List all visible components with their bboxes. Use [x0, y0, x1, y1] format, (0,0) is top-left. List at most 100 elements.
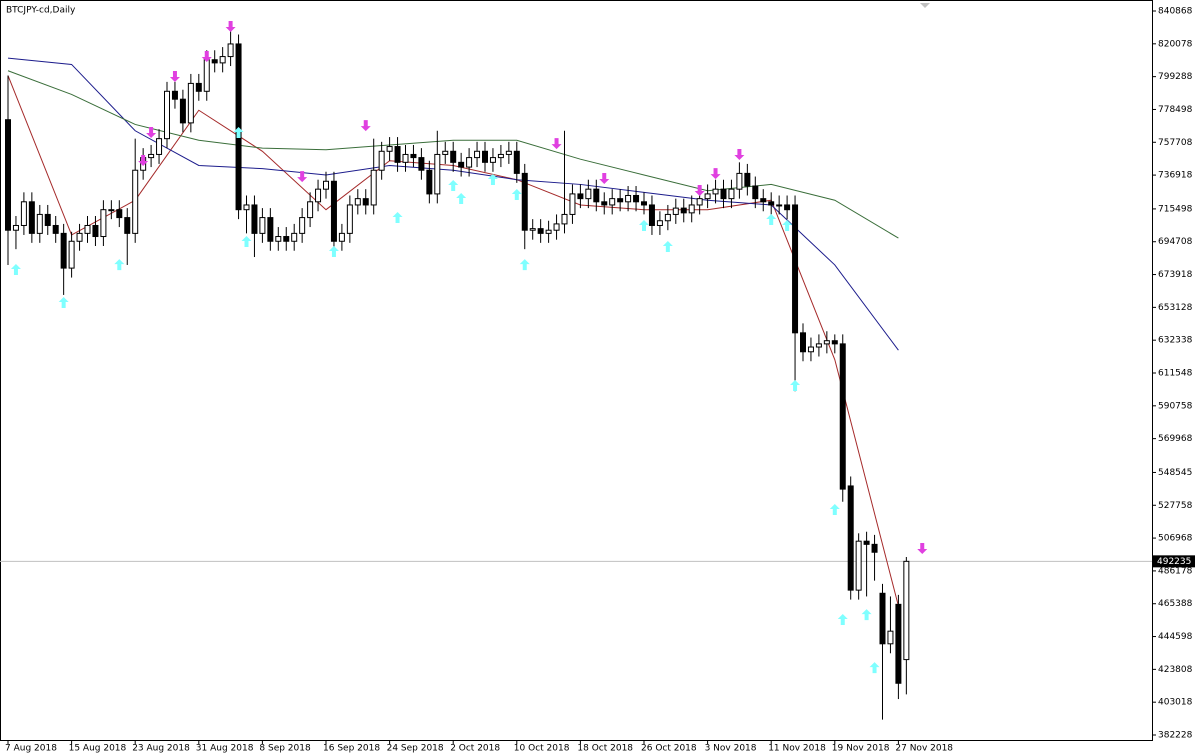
up-arrow [233, 126, 244, 138]
candle-body [330, 180, 337, 242]
y-tick-label: 382228 [1158, 730, 1193, 740]
candle-body [601, 201, 608, 206]
candle-body [736, 172, 743, 190]
candle-body [12, 224, 19, 231]
candle-body [800, 332, 806, 353]
candle-body [299, 217, 306, 234]
candle-body [760, 198, 767, 203]
candle-body [752, 185, 759, 200]
up-arrow [328, 245, 339, 257]
candle-body [720, 188, 727, 200]
up-arrow [519, 259, 530, 271]
candle-body [259, 217, 266, 234]
candle-body [418, 157, 425, 171]
candle-body [251, 204, 258, 234]
candle-body [792, 204, 799, 334]
candle-body [831, 340, 838, 345]
candle-body [323, 180, 329, 190]
candle-body [394, 146, 401, 163]
x-tick-label: 15 Aug 2018 [69, 744, 127, 754]
candle-body [402, 153, 409, 163]
candle-body [219, 56, 226, 64]
candle-body [338, 232, 345, 242]
candle-body [768, 201, 775, 206]
down-arrow [360, 120, 371, 132]
candle-body [879, 592, 886, 645]
candle-body [569, 193, 576, 215]
candle-body [235, 43, 242, 211]
y-tick-label: 840868 [1158, 7, 1193, 17]
candle-body [815, 343, 822, 348]
x-tick-label: 16 Sep 2018 [323, 744, 380, 754]
down-arrow [225, 20, 236, 32]
candle-body [625, 194, 632, 203]
y-tick-label: 569968 [1158, 434, 1193, 444]
y-tick-label: 527758 [1158, 501, 1193, 511]
down-arrow [551, 138, 562, 150]
up-arrow [782, 219, 793, 231]
x-tick-label: 7 Aug 2018 [5, 744, 57, 754]
y-tick-label: 444598 [1158, 632, 1193, 642]
candle-body [36, 213, 43, 234]
candle-body [378, 150, 385, 171]
up-arrow [829, 503, 840, 515]
x-tick-label: 18 Oct 2018 [577, 744, 633, 754]
up-arrow [487, 174, 498, 186]
candle-body [521, 172, 528, 231]
candle-body [195, 82, 202, 92]
up-arrow [114, 259, 125, 271]
y-tick-label: 423808 [1158, 665, 1193, 675]
candle-body [84, 224, 91, 234]
y-tick-label: 778498 [1158, 105, 1193, 115]
down-arrow [169, 70, 180, 82]
candle-body [450, 150, 457, 163]
price-label-box [1153, 555, 1195, 568]
up-arrow [511, 189, 522, 201]
candle-body [76, 232, 83, 242]
up-arrow [662, 240, 673, 252]
candle-body [132, 169, 139, 234]
candle-body [148, 153, 155, 159]
candle-body [744, 172, 751, 187]
y-tick-label: 673918 [1158, 270, 1193, 280]
candle-body [545, 229, 552, 234]
up-arrow [392, 212, 403, 224]
candle-body [672, 207, 679, 215]
candle-body [211, 59, 218, 64]
candle-body [275, 236, 282, 242]
candle-body [20, 201, 27, 226]
candle-body [474, 150, 481, 159]
candle-body [243, 204, 250, 211]
candle-body [410, 153, 417, 159]
up-arrow [861, 609, 872, 621]
x-tick-label: 26 Oct 2018 [641, 744, 697, 754]
candle-body [60, 232, 67, 269]
y-tick-label: 506968 [1158, 534, 1193, 544]
y-tick-label: 653128 [1158, 303, 1193, 313]
candle-body [903, 560, 910, 661]
candle-body [577, 193, 584, 200]
candle-body [497, 153, 504, 159]
candle-body [442, 150, 449, 155]
candle-body [728, 188, 735, 200]
y-tick-label: 465388 [1158, 599, 1193, 609]
candle-body [124, 217, 131, 234]
y-tick-label: 590758 [1158, 401, 1193, 411]
y-tick-label: 715498 [1158, 204, 1193, 214]
candle-body [823, 340, 830, 345]
down-arrow [710, 168, 721, 180]
candle-body [203, 59, 210, 92]
x-tick-label: 24 Sep 2018 [387, 744, 444, 754]
candle-body [696, 198, 703, 206]
candle-body [28, 201, 35, 234]
candle-body [291, 232, 298, 242]
y-tick-label: 736918 [1158, 171, 1193, 181]
candle-body [505, 150, 512, 155]
y-tick-label: 548545 [1158, 468, 1192, 478]
chart-title: BTCJPY-cd,Daily [6, 6, 76, 16]
candle-body [593, 188, 600, 203]
up-arrow [241, 236, 252, 248]
x-tick-label: 11 Nov 2018 [768, 744, 826, 754]
x-tick-label: 10 Oct 2018 [514, 744, 570, 754]
candle-body [585, 188, 592, 200]
